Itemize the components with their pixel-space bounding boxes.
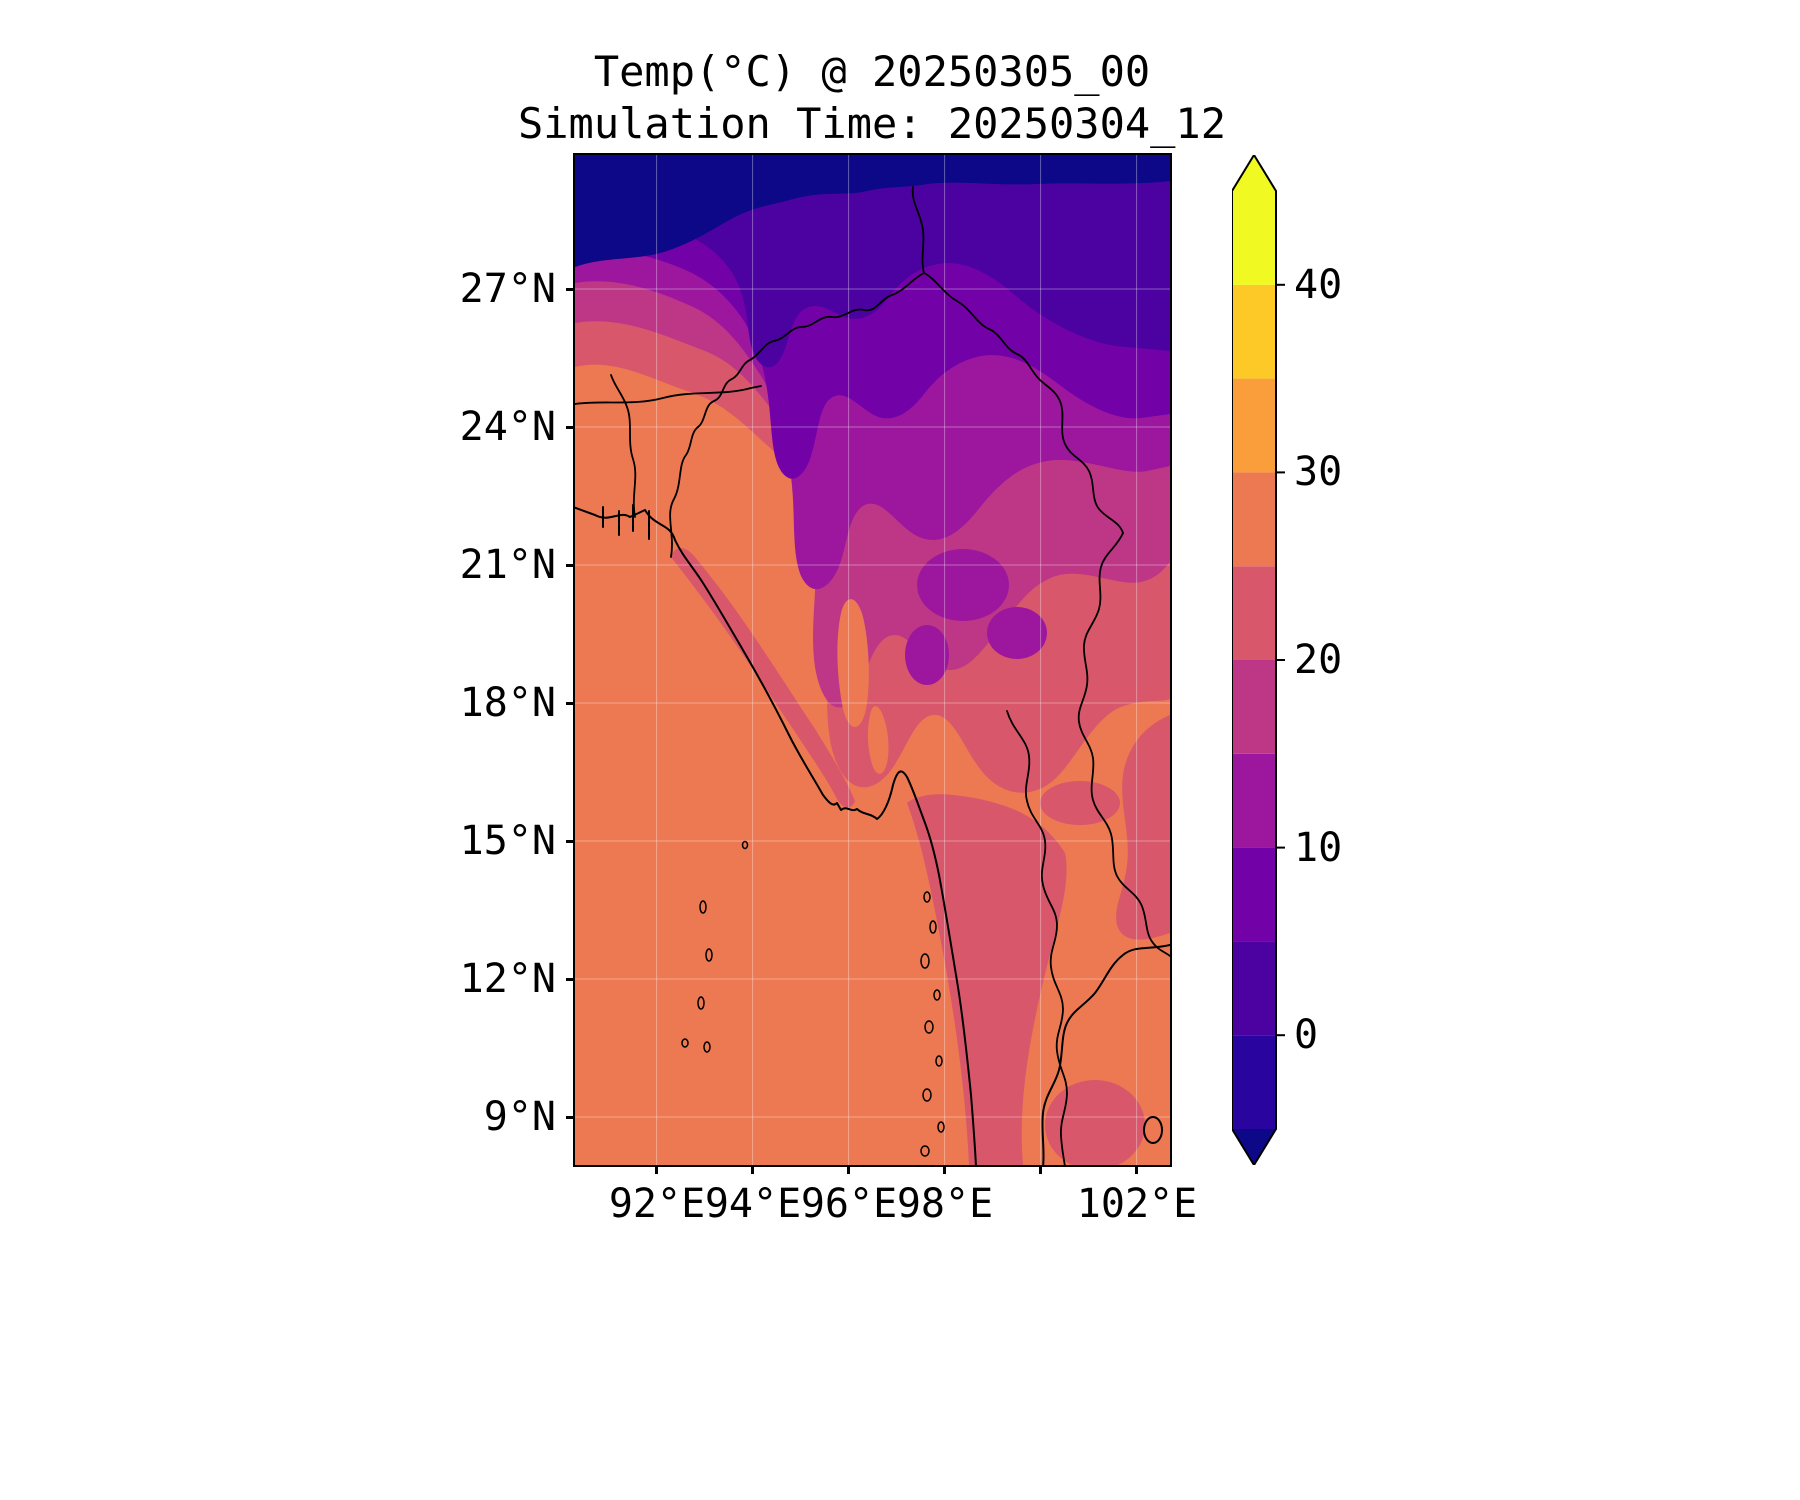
x-tick-mark [1039, 1165, 1042, 1174]
map-plot [573, 153, 1172, 1167]
colorbar-tick-label: 20 [1294, 637, 1343, 683]
colorbar-tick-label: 0 [1294, 1012, 1319, 1058]
colorbar-band [1232, 191, 1276, 285]
x-tick-mark [943, 1165, 946, 1174]
colorbar-band [1232, 1035, 1276, 1129]
shan-cool-patch [905, 625, 949, 685]
y-tick-label: 24°N [459, 404, 556, 450]
y-tick-label: 12°N [459, 956, 556, 1002]
valley-warm-tongue [837, 599, 869, 727]
colorbar-tick-label: 30 [1294, 449, 1343, 495]
shan-cool-patch [917, 549, 1009, 621]
band-below-0 [575, 155, 1170, 267]
colorbar-band [1232, 284, 1276, 379]
page-subtitle: Simulation Time: 20250304_12 [517, 99, 1226, 148]
y-tick-label: 27°N [459, 266, 556, 312]
country-borders [575, 186, 1170, 1165]
x-tick-mark [655, 1165, 658, 1174]
gulf-pink-patch [1045, 1080, 1145, 1165]
peninsula-pink-strip [907, 794, 1067, 1165]
y-tick-mark [566, 978, 575, 981]
y-tick-label: 9°N [483, 1094, 556, 1140]
colorbar-band [1232, 847, 1276, 942]
valley-warm-tongue [867, 706, 889, 774]
colorbar-tick-label: 40 [1294, 262, 1343, 308]
y-tick-label: 21°N [459, 542, 556, 588]
colorbar-over-arrow [1232, 155, 1276, 191]
colorbar-tick-marks [1276, 283, 1285, 1037]
colorbar-band [1232, 566, 1276, 660]
y-tick-mark [566, 840, 575, 843]
y-tick-mark [566, 426, 575, 429]
x-tick-mark [847, 1165, 850, 1174]
x-tick-label: 92°E [608, 1181, 706, 1227]
colorbar-band [1232, 660, 1276, 754]
temperature-contour-map [575, 155, 1170, 1165]
y-tick-label: 15°N [459, 818, 556, 864]
x-tick-label: 102°E [1076, 1181, 1198, 1227]
y-tick-mark [566, 564, 575, 567]
colorbar-band [1232, 378, 1276, 473]
colorbar-under-arrow [1232, 1129, 1276, 1165]
gridlines [575, 155, 1170, 1165]
islands [681, 840, 945, 1157]
y-tick-label: 18°N [459, 680, 556, 726]
y-tick-mark [566, 702, 575, 705]
colorbar-band [1232, 472, 1276, 567]
shan-cool-patch [987, 607, 1047, 659]
x-tick-mark [1135, 1165, 1138, 1174]
x-tick-label: 96°E [800, 1181, 898, 1227]
colorbar-tick-label: 10 [1294, 825, 1343, 871]
x-tick-mark [751, 1165, 754, 1174]
x-tick-label: 98°E [896, 1181, 994, 1227]
coastlines [575, 504, 1170, 1165]
thai-pink-patch [1040, 781, 1120, 825]
y-tick-mark [566, 288, 575, 291]
x-tick-label: 94°E [704, 1181, 802, 1227]
colorbar-band [1232, 941, 1276, 1036]
right-edge-pink-patch [1116, 715, 1170, 940]
colorbar-band [1232, 753, 1276, 848]
colorbar [1231, 153, 1288, 1167]
coastal-pink-ribbon [671, 548, 855, 808]
y-tick-mark [566, 1116, 575, 1119]
page-title: Temp(°C) @ 20250305_00 [593, 47, 1151, 96]
colorbar-svg [1231, 153, 1285, 1167]
